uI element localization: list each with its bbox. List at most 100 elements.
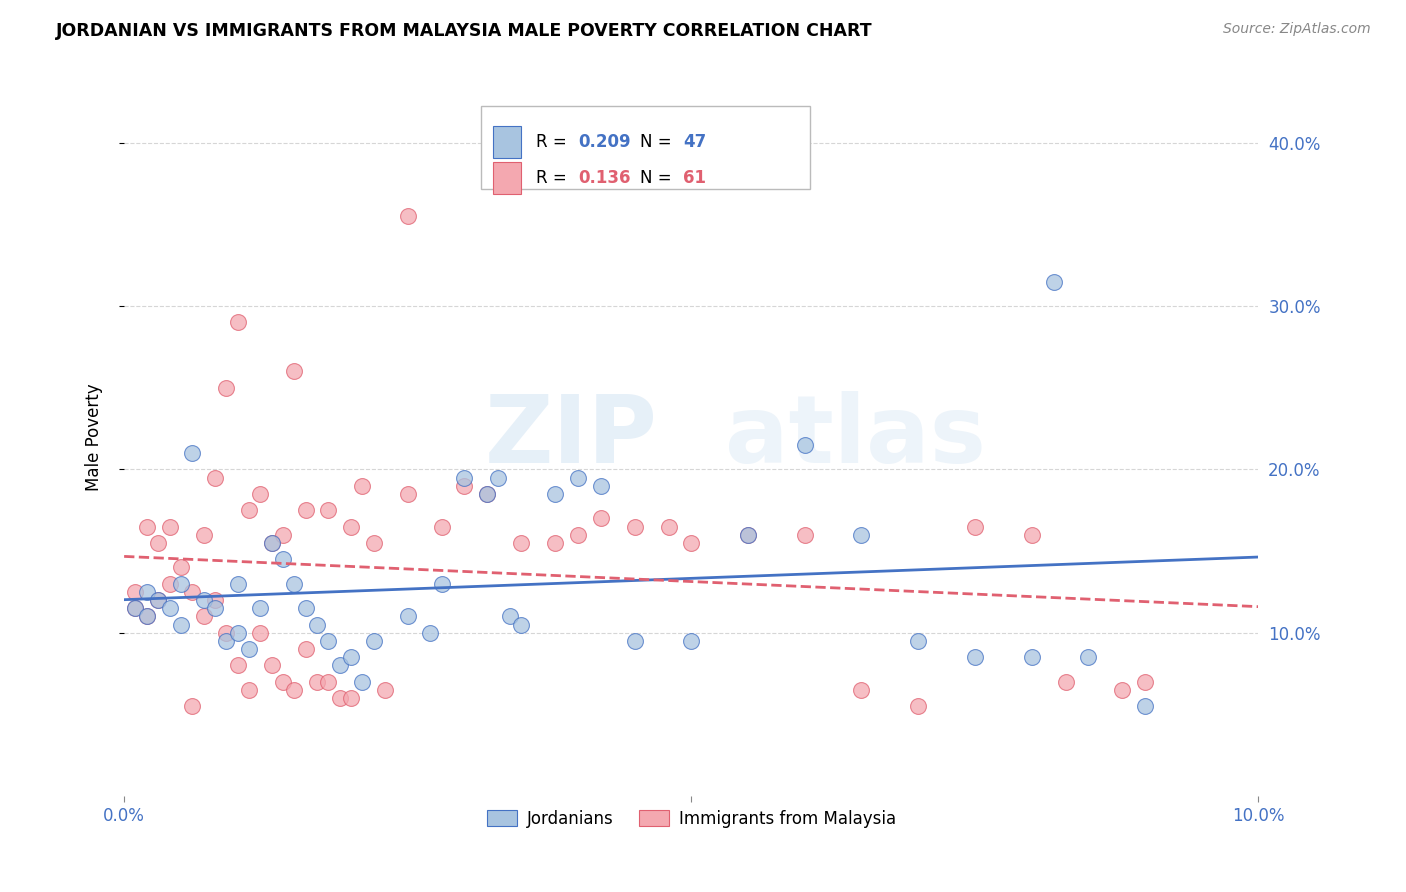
Text: atlas: atlas: [725, 391, 987, 483]
Y-axis label: Male Poverty: Male Poverty: [86, 383, 103, 491]
Point: [305, 617, 328, 632]
Point: [271, 528, 294, 542]
Point: [283, 364, 305, 378]
Point: [135, 609, 157, 624]
Point: [623, 519, 645, 533]
FancyBboxPatch shape: [492, 162, 522, 194]
Point: [430, 519, 453, 533]
Point: [170, 617, 193, 632]
Legend: Jordanians, Immigrants from Malaysia: Jordanians, Immigrants from Malaysia: [481, 803, 903, 835]
Point: [226, 658, 249, 673]
Point: [329, 691, 352, 706]
Point: [124, 585, 146, 599]
Point: [352, 674, 374, 689]
Point: [374, 682, 396, 697]
Point: [567, 528, 589, 542]
Point: [318, 634, 340, 648]
Point: [204, 593, 226, 607]
Point: [363, 536, 385, 550]
Point: [124, 601, 146, 615]
Text: N =: N =: [640, 133, 678, 151]
Point: [135, 609, 157, 624]
Point: [1133, 674, 1156, 689]
Point: [681, 634, 703, 648]
Point: [159, 576, 181, 591]
Point: [159, 601, 181, 615]
Point: [215, 625, 238, 640]
Point: [589, 511, 612, 525]
Point: [544, 487, 567, 501]
Point: [226, 625, 249, 640]
FancyBboxPatch shape: [492, 126, 522, 158]
Point: [737, 528, 759, 542]
Point: [340, 650, 363, 665]
Point: [238, 503, 260, 517]
Point: [851, 682, 873, 697]
Point: [793, 438, 815, 452]
Point: [340, 519, 363, 533]
Point: [907, 699, 929, 714]
Point: [170, 560, 193, 574]
Point: [681, 536, 703, 550]
Point: [226, 576, 249, 591]
Point: [271, 674, 294, 689]
Point: [181, 585, 204, 599]
Point: [453, 479, 475, 493]
Point: [851, 528, 873, 542]
Point: [475, 487, 498, 501]
Point: [204, 601, 226, 615]
Point: [226, 315, 249, 329]
Point: [238, 682, 260, 697]
Point: [146, 593, 169, 607]
Point: [124, 601, 146, 615]
Point: [396, 487, 419, 501]
FancyBboxPatch shape: [481, 106, 810, 189]
Point: [249, 625, 271, 640]
Point: [396, 609, 419, 624]
Point: [510, 536, 533, 550]
Point: [294, 503, 316, 517]
Point: [1043, 275, 1066, 289]
Point: [737, 528, 759, 542]
Point: [181, 446, 204, 460]
Text: R =: R =: [536, 169, 572, 187]
Point: [305, 674, 328, 689]
Point: [1077, 650, 1099, 665]
Point: [215, 634, 238, 648]
Point: [249, 601, 271, 615]
Point: [1021, 528, 1043, 542]
Point: [193, 609, 215, 624]
Point: [204, 470, 226, 484]
Point: [215, 381, 238, 395]
Point: [396, 209, 419, 223]
Point: [1021, 650, 1043, 665]
Point: [318, 674, 340, 689]
Point: [159, 519, 181, 533]
Point: [135, 585, 157, 599]
Point: [181, 699, 204, 714]
Point: [340, 691, 363, 706]
Point: [963, 519, 986, 533]
Point: [135, 519, 157, 533]
Point: [589, 479, 612, 493]
Point: [793, 528, 815, 542]
Point: [318, 503, 340, 517]
Text: 0.209: 0.209: [578, 133, 630, 151]
Text: JORDANIAN VS IMMIGRANTS FROM MALAYSIA MALE POVERTY CORRELATION CHART: JORDANIAN VS IMMIGRANTS FROM MALAYSIA MA…: [56, 22, 873, 40]
Text: 47: 47: [683, 133, 707, 151]
Point: [475, 487, 498, 501]
Point: [453, 470, 475, 484]
Point: [430, 576, 453, 591]
Point: [294, 642, 316, 657]
Point: [1111, 682, 1133, 697]
Point: [419, 625, 441, 640]
Point: [363, 634, 385, 648]
Point: [352, 479, 374, 493]
Point: [260, 658, 283, 673]
Text: 0.136: 0.136: [578, 169, 630, 187]
Point: [1133, 699, 1156, 714]
Point: [260, 536, 283, 550]
Point: [623, 634, 645, 648]
Point: [567, 470, 589, 484]
Point: [510, 617, 533, 632]
